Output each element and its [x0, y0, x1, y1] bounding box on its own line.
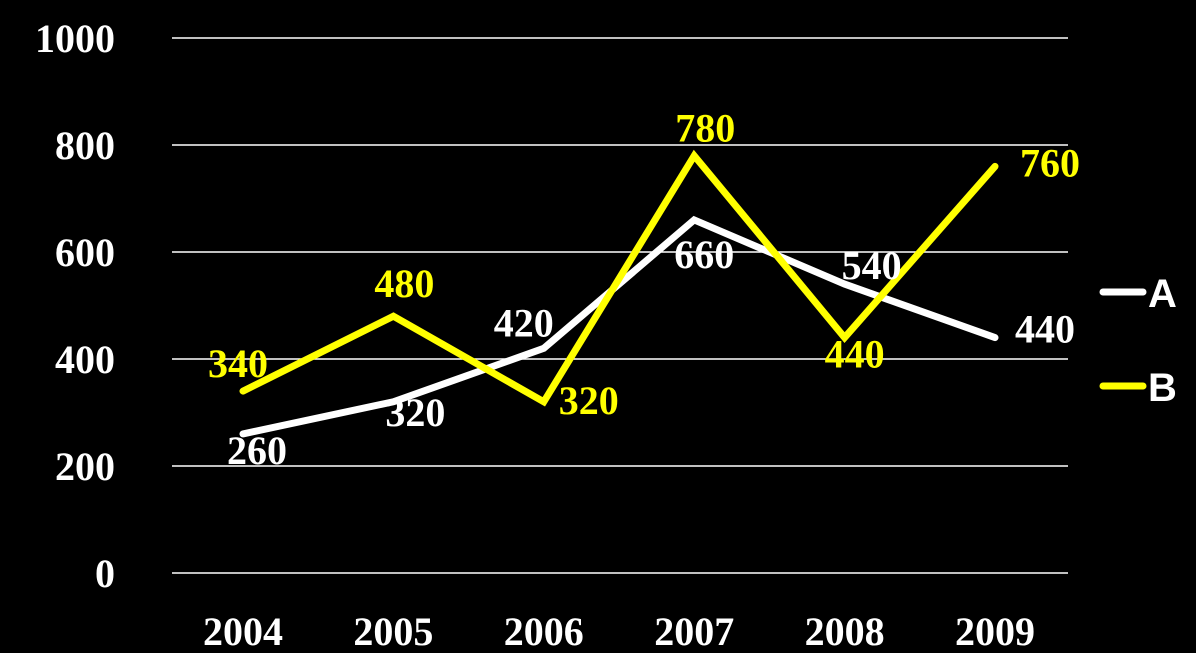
- data-label-B: 780: [675, 106, 735, 151]
- x-axis-ticks: 2004 2005 2006 2007 2008 2009: [203, 609, 1035, 653]
- y-tick-label: 600: [55, 230, 115, 275]
- y-tick-label: 200: [55, 444, 115, 489]
- data-label-B: 440: [825, 332, 885, 377]
- x-tick-label: 2004: [203, 609, 283, 653]
- data-label-A: 440: [1015, 307, 1075, 352]
- y-axis-ticks: 0 200 400 600 800 1000: [35, 16, 115, 596]
- series-lines: [239, 149, 999, 438]
- y-tick-label: 0: [95, 551, 115, 596]
- y-tick-label: 800: [55, 123, 115, 168]
- data-label-A: 320: [385, 390, 445, 435]
- data-label-A: 420: [494, 300, 554, 345]
- y-tick-label: 400: [55, 337, 115, 382]
- x-tick-label: 2009: [955, 609, 1035, 653]
- data-label-B: 760: [1020, 140, 1080, 185]
- data-label-B: 320: [559, 378, 619, 423]
- gridlines: [172, 37, 1068, 574]
- x-tick-label: 2007: [654, 609, 734, 653]
- data-label-B: 340: [208, 341, 268, 386]
- y-tick-label: 1000: [35, 16, 115, 61]
- data-label-A: 660: [674, 232, 734, 277]
- x-tick-label: 2005: [353, 609, 433, 653]
- data-label-A: 540: [842, 243, 902, 288]
- data-label-B: 480: [374, 261, 434, 306]
- x-tick-label: 2006: [504, 609, 584, 653]
- x-tick-label: 2008: [805, 609, 885, 653]
- data-label-A: 260: [227, 428, 287, 473]
- legend-label-A: A: [1148, 272, 1177, 316]
- legend-label-B: B: [1148, 366, 1177, 410]
- series-line-B: [239, 149, 999, 407]
- legend: AB: [1099, 272, 1177, 410]
